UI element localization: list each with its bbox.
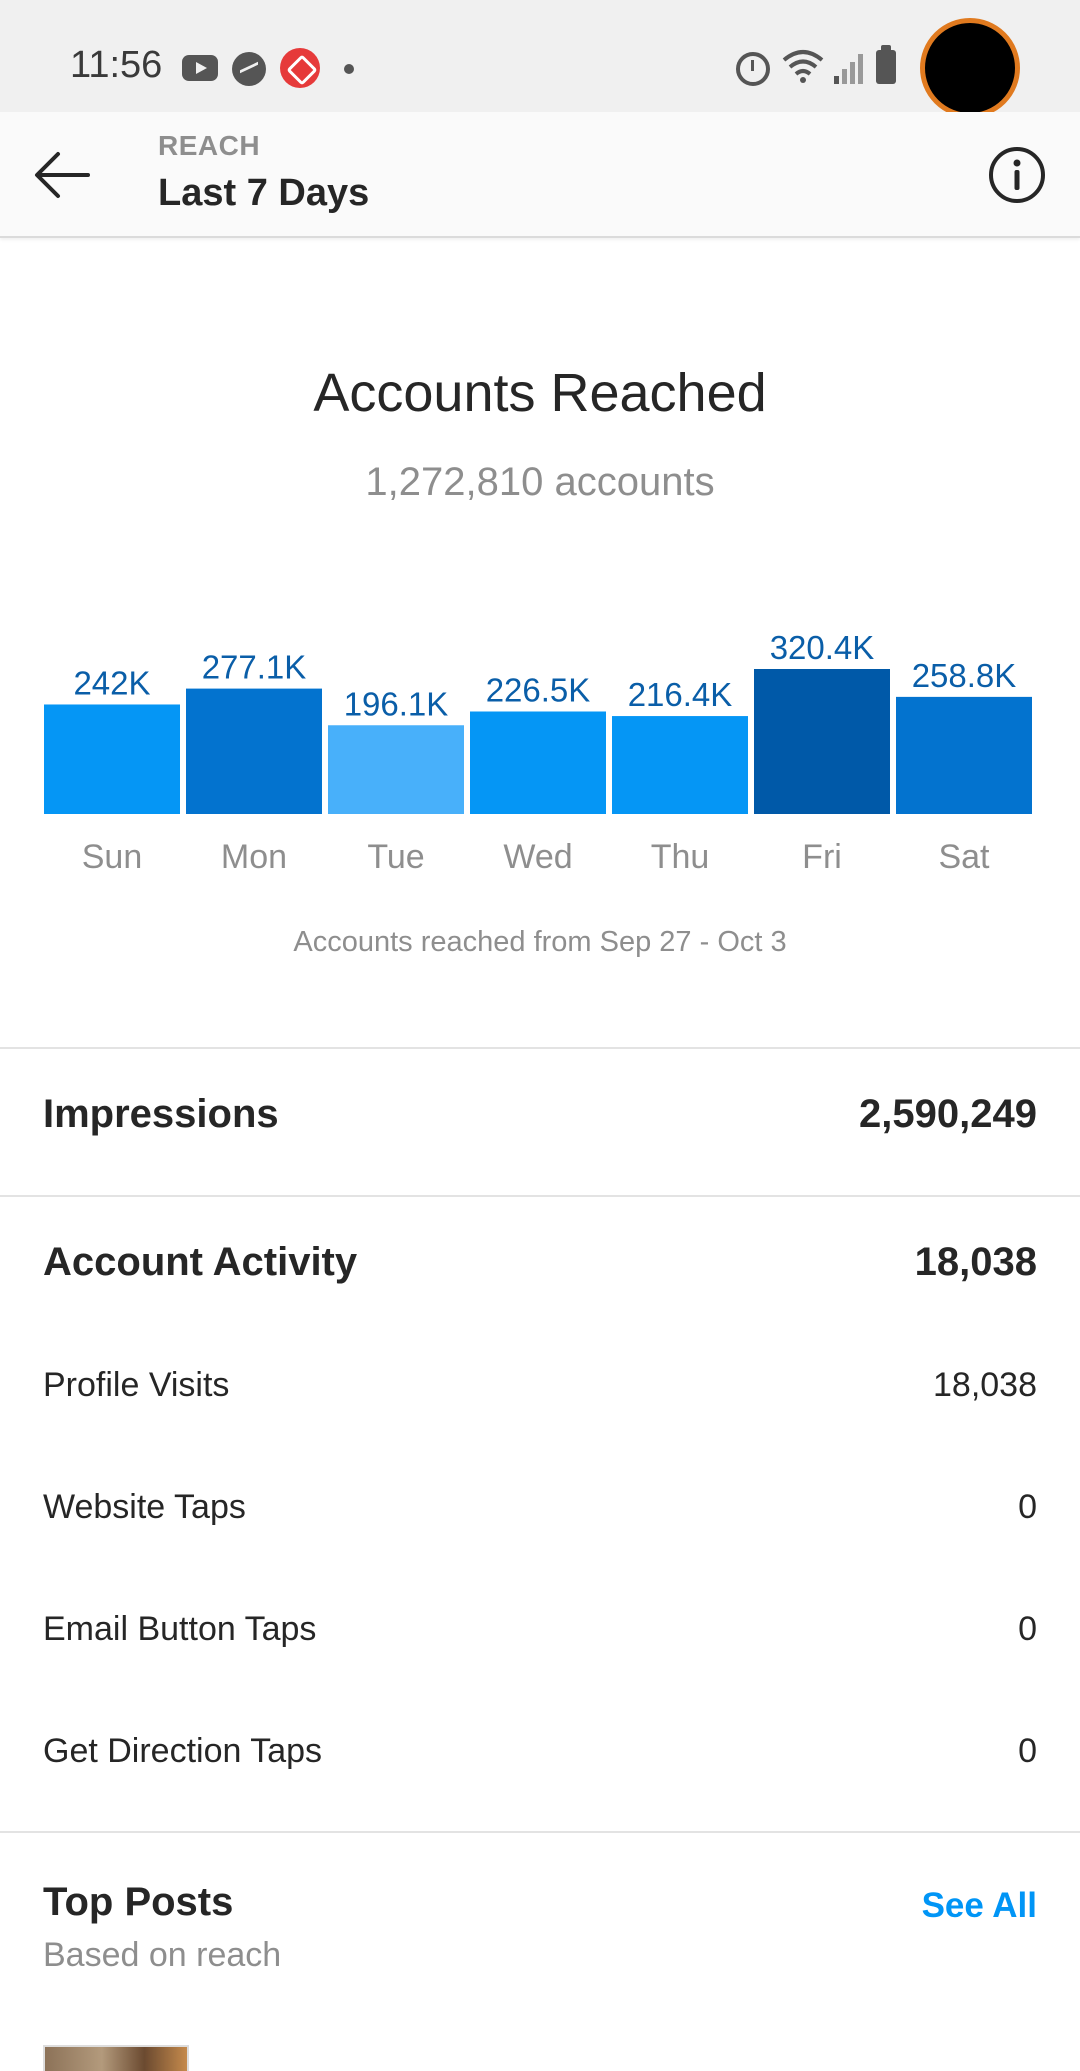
bar-sat[interactable] — [896, 696, 1032, 814]
chart-caption: Accounts reached from Sep 27 - Oct 3 — [293, 926, 787, 958]
accounts-reached-count: 1,272,810 accounts — [365, 460, 715, 504]
profile-visits-row: Profile Visits 18,038 — [43, 1366, 1037, 1405]
account-activity-label: Account Activity — [43, 1240, 358, 1284]
bar-value-label: 242K — [73, 664, 150, 701]
youtube-icon — [182, 55, 218, 81]
impressions-value: 2,590,249 — [859, 1092, 1037, 1136]
divider — [0, 1831, 1080, 1833]
day-label-mon: Mon — [221, 838, 287, 876]
top-post-thumbnail[interactable] — [43, 2045, 189, 2071]
status-bar: 11:56 — [0, 0, 1080, 118]
bar-value-label: 258.8K — [912, 657, 1017, 694]
top-posts-title: Top Posts — [43, 1880, 234, 1924]
bar-thu[interactable] — [612, 716, 748, 814]
bar-mon[interactable] — [186, 688, 322, 814]
divider — [0, 1195, 1080, 1197]
account-activity-row: Account Activity 18,038 — [43, 1240, 1037, 1285]
divider — [0, 1047, 1080, 1049]
email-button-taps-label: Email Button Taps — [43, 1610, 317, 1648]
bar-value-label: 196.1K — [344, 685, 449, 722]
account-activity-value: 18,038 — [914, 1240, 1037, 1284]
day-label-wed: Wed — [503, 838, 572, 876]
info-icon[interactable] — [986, 144, 1048, 206]
alarm-icon — [736, 52, 770, 86]
wifi-icon — [782, 50, 824, 83]
website-taps-row: Website Taps 0 — [43, 1488, 1037, 1527]
messenger-icon — [232, 52, 266, 86]
email-button-taps-row: Email Button Taps 0 — [43, 1610, 1037, 1649]
day-label-thu: Thu — [651, 838, 710, 876]
page-title: Last 7 Days — [158, 172, 370, 214]
day-label-tue: Tue — [367, 838, 424, 876]
bar-fri[interactable] — [754, 669, 890, 814]
bar-value-label: 320.4K — [770, 629, 875, 666]
website-taps-value: 0 — [1018, 1488, 1037, 1526]
get-direction-taps-value: 0 — [1018, 1732, 1037, 1770]
reach-bar-chart: 242K Sun 277.1K Mon 196.1K Tue 226.5K Wed 216.4K… — [44, 629, 1032, 876]
get-direction-taps-label: Get Direction Taps — [43, 1732, 323, 1770]
email-button-taps-value: 0 — [1018, 1610, 1037, 1648]
day-label-sun: Sun — [82, 838, 143, 876]
app-header: REACH Last 7 Days — [0, 112, 1080, 238]
website-taps-label: Website Taps — [43, 1488, 246, 1526]
accounts-reached-title: Accounts Reached — [313, 363, 767, 423]
dot-icon — [344, 64, 354, 74]
bar-wed[interactable] — [470, 711, 606, 814]
bar-value-label: 226.5K — [486, 671, 591, 708]
get-direction-taps-row: Get Direction Taps 0 — [43, 1732, 1037, 1771]
top-posts-subtitle: Based on reach — [43, 1936, 282, 1974]
signal-icon — [834, 54, 863, 84]
header-kicker: REACH — [158, 130, 261, 161]
bar-value-label: 216.4K — [628, 676, 733, 713]
impressions-label: Impressions — [43, 1092, 279, 1136]
impressions-row: Impressions 2,590,249 — [43, 1092, 1037, 1137]
day-label-fri: Fri — [802, 838, 842, 876]
tag-icon — [280, 48, 320, 88]
see-all-link[interactable]: See All — [921, 1886, 1037, 1925]
battery-icon — [876, 45, 896, 84]
status-time: 11:56 — [70, 44, 163, 86]
bar-value-label: 277.1K — [202, 649, 307, 686]
bar-tue[interactable] — [328, 725, 464, 814]
back-arrow-icon[interactable] — [28, 140, 98, 210]
bar-sun[interactable] — [44, 704, 180, 814]
profile-visits-label: Profile Visits — [43, 1366, 230, 1404]
camera-cutout — [920, 18, 1020, 118]
day-label-sat: Sat — [938, 838, 990, 876]
profile-visits-value: 18,038 — [933, 1366, 1037, 1404]
